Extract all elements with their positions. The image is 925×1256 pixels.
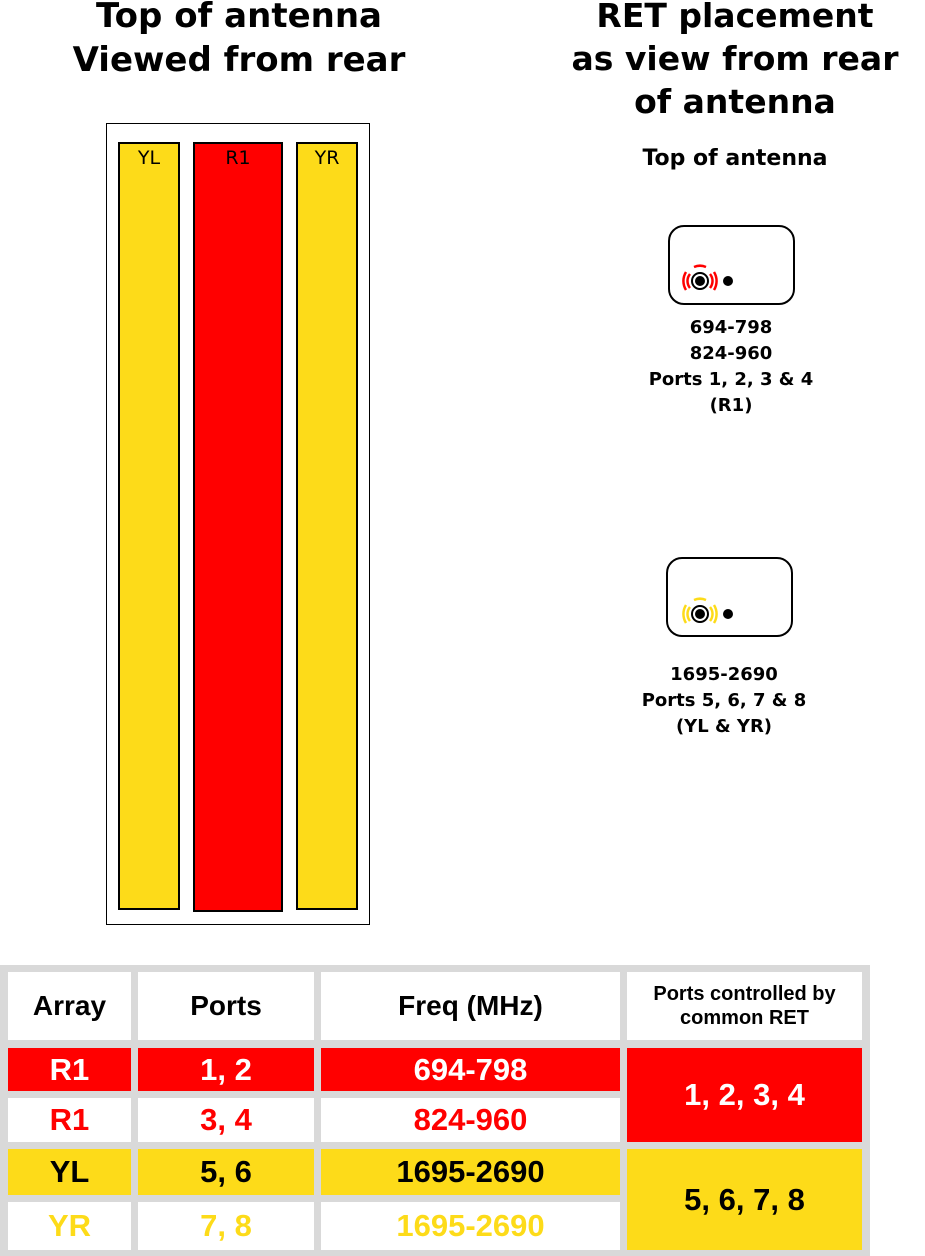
header-array: Array — [8, 972, 131, 1040]
top-of-antenna-label: Top of antenna — [642, 146, 828, 171]
common-ret-yl-yr: 5, 6, 7, 8 — [627, 1149, 862, 1250]
row-2-ports: 3, 4 — [138, 1098, 314, 1142]
array-column-r1-label: R1 — [225, 147, 251, 169]
ret-caption-r1-line: 824-960 — [689, 343, 773, 364]
row-3-ports: 5, 6 — [138, 1149, 314, 1195]
ret-caption-yl-yr-line: 1695-2690 — [670, 664, 778, 685]
ret-connector-yellow-icon — [682, 597, 733, 624]
row-1-ports: 1, 2 — [138, 1048, 314, 1091]
row-4-array: YR — [8, 1202, 131, 1250]
array-column-yl-label: YL — [137, 147, 161, 169]
row-3-freq: 1695-2690 — [321, 1149, 620, 1195]
array-column-yr-label: YR — [314, 147, 340, 169]
header-freq: Freq (MHz) — [321, 972, 620, 1040]
right-title-line-2: as view from rear — [571, 39, 899, 78]
right-title-line-3: of antenna — [634, 82, 836, 121]
array-column-yl: YL — [118, 142, 180, 910]
row-2-array: R1 — [8, 1098, 131, 1142]
ret-unit-r1 — [668, 225, 795, 305]
left-title-line-1: Top of antenna — [95, 0, 382, 36]
array-column-r1: R1 — [193, 142, 283, 912]
ret-caption-yl-yr-line: Ports 5, 6, 7 & 8 — [641, 690, 807, 711]
row-4-ports: 7, 8 — [138, 1202, 314, 1250]
ret-caption-r1-line: Ports 1, 2, 3 & 4 — [648, 369, 814, 390]
antenna-outline — [106, 123, 370, 925]
row-4-freq: 1695-2690 — [321, 1202, 620, 1250]
ret-caption-r1: 694-798 824-960 Ports 1, 2, 3 & 4 (R1) — [600, 315, 862, 419]
row-1-array: R1 — [8, 1048, 131, 1091]
ret-caption-yl-yr: 1695-2690 Ports 5, 6, 7 & 8 (YL & YR) — [595, 662, 853, 740]
row-2-freq: 824-960 — [321, 1098, 620, 1142]
array-column-yr: YR — [296, 142, 358, 910]
ret-caption-r1-line: (R1) — [709, 395, 753, 416]
ret-caption-yl-yr-line: (YL & YR) — [675, 716, 773, 737]
ret-caption-r1-line: 694-798 — [689, 317, 773, 338]
header-ports: Ports — [138, 972, 314, 1040]
left-title-line-2: Viewed from rear — [72, 40, 406, 80]
right-title-line-1: RET placement — [596, 0, 874, 35]
right-title: RET placement as view from rear of anten… — [545, 0, 925, 123]
ret-connector-red-icon — [682, 264, 733, 291]
header-common-ret: Ports controlled by common RET — [627, 972, 862, 1040]
left-title: Top of antenna Viewed from rear — [0, 0, 478, 82]
row-1-freq: 694-798 — [321, 1048, 620, 1091]
row-3-array: YL — [8, 1149, 131, 1195]
common-ret-r1: 1, 2, 3, 4 — [627, 1048, 862, 1142]
ret-unit-yl-yr — [666, 557, 793, 637]
